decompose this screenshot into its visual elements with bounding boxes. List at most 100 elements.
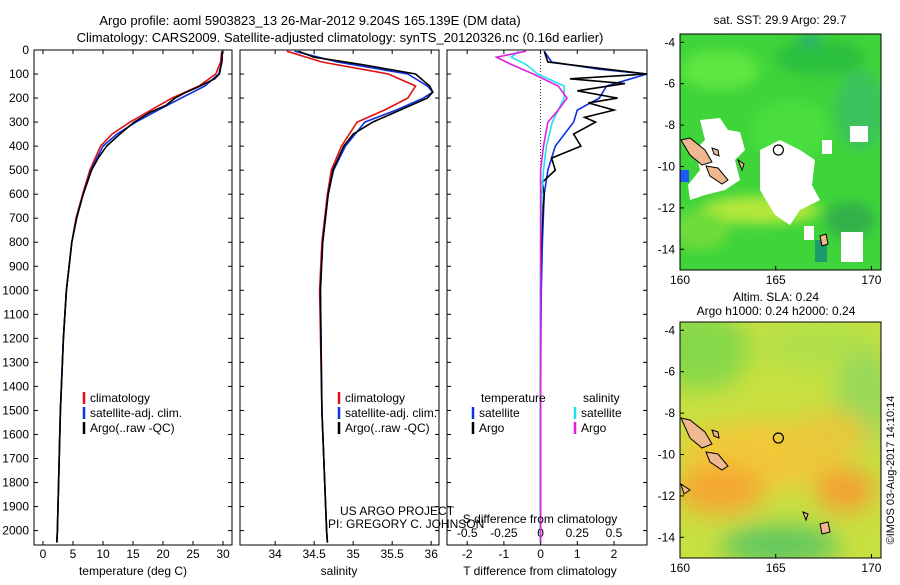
legend-climatology-label: climatology bbox=[345, 391, 405, 405]
sla-patches bbox=[680, 322, 881, 558]
sst-patches bbox=[680, 34, 881, 250]
map-y-tick-label: -8 bbox=[664, 406, 675, 420]
island bbox=[705, 451, 729, 471]
sla-map-frame bbox=[679, 321, 882, 559]
map-x-tick-label: 160 bbox=[670, 273, 690, 287]
sst-patch bbox=[680, 50, 760, 90]
depth-tick-label: 200 bbox=[9, 91, 29, 105]
legend-satellite-label: satellite-adj. clim. bbox=[345, 406, 437, 420]
difference-line-t-satellite bbox=[539, 50, 648, 543]
difference-line-t-argo bbox=[539, 50, 648, 543]
map-x-tick-label: 160 bbox=[670, 561, 690, 575]
cloud-gap bbox=[850, 126, 868, 142]
map-y-tick-label: -4 bbox=[664, 323, 675, 337]
map-y-tick-label: -8 bbox=[664, 118, 675, 132]
t-difference-axis-label: T difference from climatology bbox=[463, 564, 617, 578]
map-y-tick-label: -12 bbox=[658, 489, 676, 503]
x-tick-label: -2 bbox=[462, 547, 473, 561]
sst-map-axes: 160 165 170 -4 -6 -8 -10 -12 -14 bbox=[658, 35, 882, 287]
header-line-1: Argo profile: aoml 5903823_13 26-Mar-201… bbox=[99, 13, 520, 28]
legend-t-satellite-label: satellite bbox=[479, 406, 520, 420]
s-tick-label: -0.5 bbox=[457, 526, 478, 540]
sst-map-field bbox=[680, 34, 881, 270]
depth-tick-label: 1400 bbox=[2, 379, 29, 393]
difference-panel-frame bbox=[446, 49, 648, 546]
x-tick-label: 10 bbox=[96, 547, 110, 561]
x-tick-label: 34.5 bbox=[302, 547, 326, 561]
temperature-axis-label: temperature (deg C) bbox=[79, 564, 187, 578]
island bbox=[680, 482, 691, 495]
s-tick-label: -0.25 bbox=[490, 526, 518, 540]
x-tick-label: 15 bbox=[126, 547, 140, 561]
s-tick-label: 0.25 bbox=[566, 526, 590, 540]
sla-patch bbox=[815, 468, 875, 512]
x-tick-label: 0 bbox=[40, 547, 47, 561]
map-x-tick-label: 170 bbox=[861, 561, 881, 575]
island bbox=[705, 165, 729, 185]
sla-map-title: Altim. SLA: 0.24 bbox=[733, 290, 819, 304]
sst-patch bbox=[680, 210, 730, 250]
cloud-gap bbox=[760, 140, 820, 225]
legend-s-satellite-label: satellite bbox=[581, 406, 622, 420]
difference-legend: temperature satellite Argo salinity sate… bbox=[471, 391, 622, 435]
legend-satellite-label: satellite-adj. clim. bbox=[90, 406, 182, 420]
difference-line-s-argo bbox=[494, 50, 568, 543]
temperature-line-argo bbox=[56, 51, 224, 543]
depth-tick-label: 1300 bbox=[2, 355, 29, 369]
legend-s-argo-label: Argo bbox=[581, 421, 607, 435]
depth-tick-label: 700 bbox=[9, 211, 29, 225]
temperature-line-climatology bbox=[56, 51, 223, 543]
x-tick-label: 5 bbox=[70, 547, 77, 561]
map-y-tick-label: -10 bbox=[658, 159, 676, 173]
x-tick-label: 20 bbox=[156, 547, 170, 561]
sst-map-title: sat. SST: 29.9 Argo: 29.7 bbox=[714, 13, 847, 27]
legend-climatology-label: climatology bbox=[90, 391, 150, 405]
depth-tick-label: 1500 bbox=[2, 403, 29, 417]
x-tick-label: 2 bbox=[611, 547, 618, 561]
island bbox=[819, 233, 829, 247]
s-tick-label: 0.5 bbox=[606, 526, 623, 540]
sst-patch bbox=[800, 34, 820, 48]
salinity-axis-label: salinity bbox=[321, 564, 358, 578]
legend-temperature-title: temperature bbox=[481, 391, 546, 405]
island bbox=[711, 429, 720, 439]
depth-tick-label: 1100 bbox=[3, 307, 29, 321]
x-tick-label: 1 bbox=[574, 547, 581, 561]
cloud-gap bbox=[688, 118, 745, 200]
temperature-line-satellite bbox=[56, 51, 224, 543]
map-x-tick-label: 165 bbox=[766, 273, 786, 287]
map-y-tick-label: -6 bbox=[664, 365, 675, 379]
salinity-line-satellite bbox=[294, 50, 435, 543]
cloud-gap bbox=[822, 140, 832, 154]
map-y-tick-label: -12 bbox=[658, 201, 676, 215]
legend-t-argo-label: Argo bbox=[479, 421, 505, 435]
depth-tick-label: 2000 bbox=[2, 524, 29, 538]
salinity-legend: climatology satellite-adj. clim. Argo(..… bbox=[337, 391, 437, 435]
salinity-line-argo bbox=[298, 50, 434, 543]
map-x-tick-label: 170 bbox=[861, 273, 881, 287]
project-credit: US ARGO PROJECT bbox=[340, 504, 455, 518]
timestamp-stamp: ©IMOS 03-Aug-2017 14:10:14 bbox=[885, 396, 897, 545]
depth-tick-label: 1200 bbox=[2, 331, 29, 345]
island bbox=[680, 417, 713, 449]
legend-salinity-title: salinity bbox=[583, 391, 620, 405]
map-y-tick-label: -4 bbox=[664, 35, 675, 49]
x-tick-label: -1 bbox=[499, 547, 510, 561]
island bbox=[819, 521, 831, 535]
depth-tick-label: 500 bbox=[9, 163, 29, 177]
sla-map-field bbox=[680, 322, 881, 558]
x-tick-label: 0 bbox=[537, 547, 544, 561]
map-y-tick-label: -6 bbox=[664, 77, 675, 91]
map-y-tick-label: -14 bbox=[658, 530, 676, 544]
map-x-tick-label: 165 bbox=[766, 561, 786, 575]
x-tick-label: 35.5 bbox=[380, 547, 404, 561]
x-tick-label: 36 bbox=[425, 547, 439, 561]
sla-patch bbox=[680, 322, 750, 390]
depth-tick-label: 800 bbox=[9, 235, 29, 249]
depth-tick-label: 0 bbox=[22, 43, 29, 57]
sst-map-frame bbox=[679, 33, 882, 271]
pi-credit: PI: GREGORY C. JOHNSON bbox=[328, 517, 484, 531]
sst-patch bbox=[825, 202, 875, 238]
salinity-panel-frame bbox=[239, 49, 440, 546]
